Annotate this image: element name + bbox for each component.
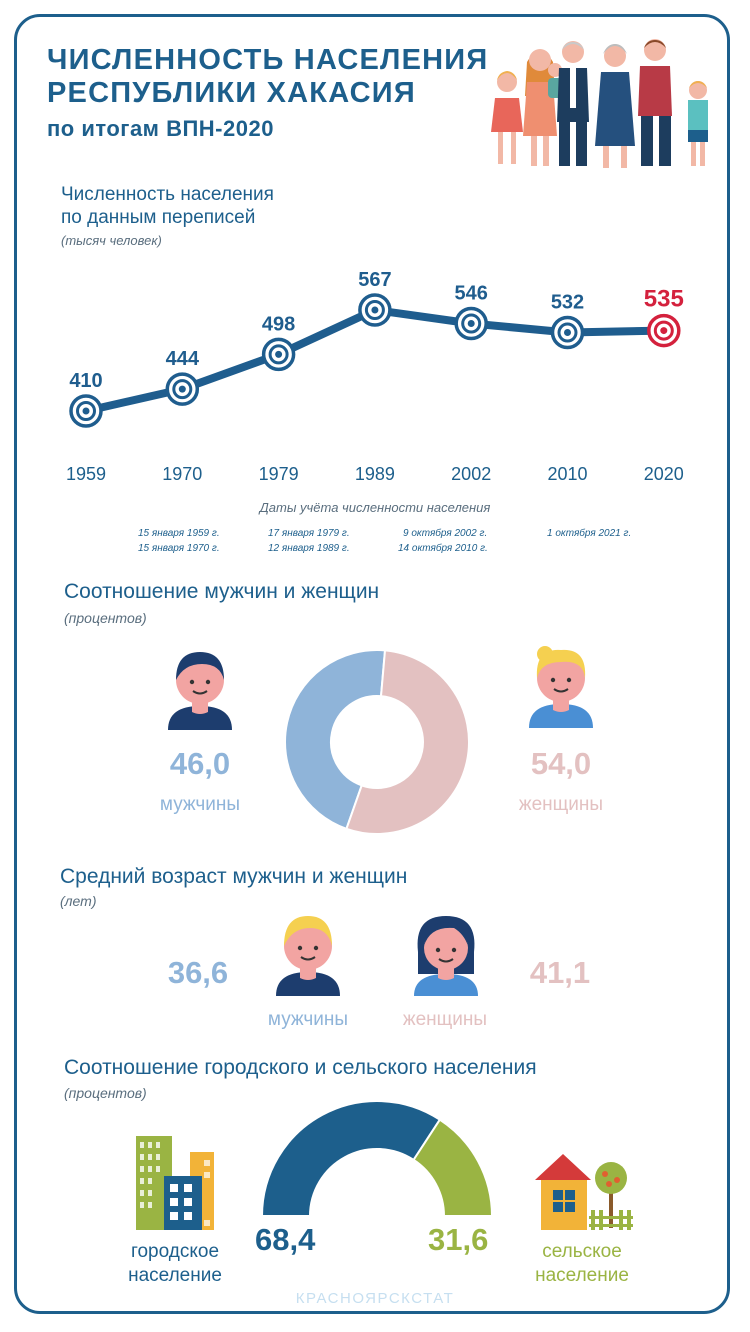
- rural-label-line-2: население: [535, 1265, 629, 1286]
- urban-label-line-1: городское: [130, 1241, 220, 1262]
- grandfather-figure: [557, 41, 589, 166]
- x-tick-1979: 1979: [259, 464, 299, 484]
- female-age-value: 41,1: [529, 955, 591, 990]
- family-illustration: [491, 39, 708, 168]
- urban-label-line-2: население: [128, 1265, 222, 1286]
- population-heading-line-2: по данным переписей: [61, 207, 256, 228]
- rural-label-line-1: сельское: [542, 1241, 622, 1262]
- population-heading-line-1: Численность населения: [61, 184, 274, 205]
- population-heading: Численность населения по данным переписе…: [61, 183, 274, 229]
- value-label-2002: 546: [455, 283, 488, 305]
- value-label-2010: 532: [551, 292, 584, 314]
- male-age-value: 36,6: [167, 955, 229, 990]
- urban-rural-heading: Соотношение городского и сельского насел…: [64, 1056, 537, 1079]
- data-point-2020: [647, 313, 681, 348]
- gender-slice-male: [284, 649, 387, 831]
- x-tick-2020: 2020: [644, 464, 684, 484]
- infographic-frame: [14, 14, 730, 1314]
- boy-figure: [688, 81, 708, 166]
- urban-rural-halfdonut-chart: [262, 1100, 492, 1217]
- mother-figure: [523, 49, 557, 166]
- axis-caption: Даты учёта численности населения: [259, 500, 491, 515]
- woman-avatar-icon: [529, 646, 593, 728]
- census-date-2020: 1 октября 2021 г.: [547, 528, 632, 539]
- median-age-heading: Средний возраст мужчин и женщин: [60, 865, 408, 888]
- value-label-1970: 444: [166, 348, 200, 370]
- rural-share-value: 31,6: [428, 1222, 489, 1257]
- village-house-icon: [535, 1154, 633, 1230]
- watermark: КРАСНОЯРСКСТАТ: [295, 1290, 455, 1307]
- city-buildings-icon: [136, 1136, 214, 1230]
- grandmother-figure: [595, 44, 635, 168]
- data-point-1979: [261, 337, 296, 372]
- man-avatar-icon: [276, 916, 340, 996]
- female-share-value: 54,0: [530, 746, 592, 781]
- gender-slice-female: [345, 649, 470, 835]
- gender-ratio-heading: Соотношение мужчин и женщин: [64, 580, 380, 603]
- value-label-1979: 498: [262, 313, 295, 335]
- value-label-1959: 410: [69, 370, 102, 392]
- data-point-1989: [358, 293, 392, 327]
- data-point-1970: [165, 372, 200, 406]
- woman-avatar-icon: [414, 916, 478, 996]
- census-date-1989: 12 января 1989 г.: [268, 543, 350, 554]
- population-unit: (тысяч человек): [61, 233, 162, 248]
- male-age-label: мужчины: [267, 1009, 349, 1030]
- urban-label: городское население: [108, 1240, 242, 1288]
- man-avatar-icon: [168, 652, 232, 730]
- father-figure: [638, 39, 672, 166]
- census-date-1959: 15 января 1959 г.: [138, 528, 220, 539]
- value-label-1989: 567: [358, 269, 391, 291]
- value-label-2020: 535: [644, 286, 684, 313]
- rural-label: сельское население: [512, 1240, 652, 1288]
- x-tick-1970: 1970: [162, 464, 202, 484]
- census-date-2010: 14 октября 2010 г.: [398, 543, 488, 554]
- median-age-unit: (лет): [60, 893, 97, 909]
- urban-rural-slice-urban: [262, 1100, 442, 1217]
- gender-donut-chart: [284, 649, 470, 835]
- data-point-1959: [69, 394, 103, 428]
- data-point-2010: [550, 315, 585, 350]
- census-date-1970: 15 января 1970 г.: [138, 543, 220, 554]
- urban-rural-unit: (процентов): [64, 1085, 147, 1101]
- x-tick-2010: 2010: [547, 464, 587, 484]
- urban-rural-slice-rural: [412, 1118, 492, 1217]
- x-tick-1989: 1989: [355, 464, 395, 484]
- population-line-chart: 410 1959 444 1970 498 1979 567 1989 546 2002 532 20…: [66, 269, 684, 484]
- page-title: ЧИСЛЕННОСТЬ НАСЕЛЕНИЯ РЕСПУБЛИКИ ХАКАСИЯ: [47, 44, 488, 110]
- x-tick-1959: 1959: [66, 464, 106, 484]
- title-line-1: ЧИСЛЕННОСТЬ НАСЕЛЕНИЯ: [47, 44, 489, 76]
- page-subtitle: по итогам ВПН-2020: [47, 116, 274, 141]
- census-date-2002: 9 октября 2002 г.: [403, 528, 488, 539]
- census-date-1979: 17 января 1979 г.: [268, 528, 350, 539]
- data-point-2002: [454, 306, 488, 341]
- male-share-label: мужчины: [159, 794, 241, 815]
- title-line-2: РЕСПУБЛИКИ ХАКАСИЯ: [47, 77, 416, 109]
- x-tick-2002: 2002: [451, 464, 491, 484]
- girl-figure: [491, 71, 523, 164]
- gender-ratio-unit: (процентов): [64, 610, 147, 626]
- female-age-label: женщины: [402, 1009, 488, 1030]
- urban-share-value: 68,4: [255, 1222, 316, 1257]
- female-share-label: женщины: [518, 794, 604, 815]
- male-share-value: 46,0: [169, 746, 231, 781]
